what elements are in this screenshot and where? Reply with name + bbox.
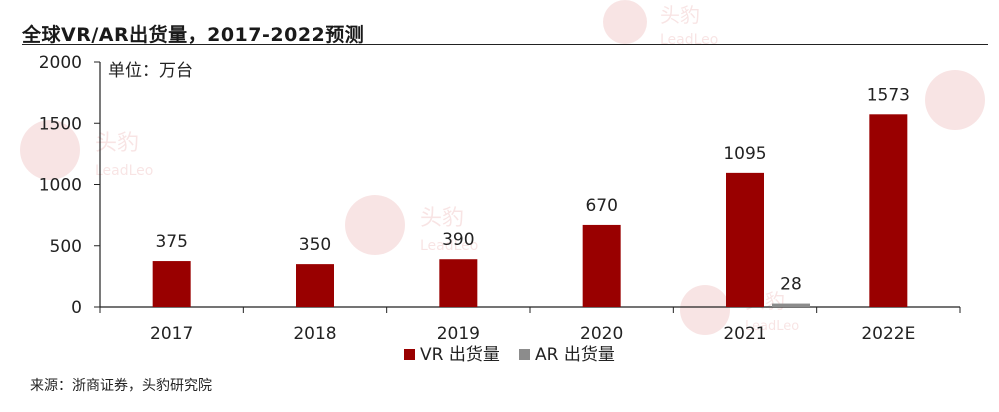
vr-value-label: 1573: [867, 85, 910, 105]
unit-label: 单位：万台: [108, 61, 193, 81]
vr-value-label: 1095: [723, 144, 766, 164]
legend-ar-label: AR 出货量: [535, 345, 615, 365]
ar-bar: [772, 303, 810, 307]
vr-value-label: 670: [585, 196, 617, 216]
vr-value-label: 350: [299, 235, 331, 255]
x-axis: 2017 2018 2019 2020 2021 2022E: [99, 306, 961, 344]
chart-title: 全球VR/AR出货量，2017-2022预测: [22, 24, 365, 46]
legend-ar-swatch: [519, 349, 530, 360]
x-tick-label: 2018: [293, 324, 336, 344]
x-tick-label: 2022E: [861, 324, 915, 344]
vr-value-label: 390: [442, 230, 474, 250]
vr-bar: [296, 264, 334, 307]
legend-vr-swatch: [404, 349, 415, 360]
x-tick-label: 2017: [150, 324, 193, 344]
legend-vr-label: VR 出货量: [420, 345, 500, 365]
y-tick-label: 0: [71, 298, 82, 318]
x-tick-label: 2019: [437, 324, 480, 344]
legend: VR 出货量 AR 出货量: [404, 345, 615, 365]
vr-value-label: 375: [155, 232, 187, 252]
y-tick-label: 1500: [39, 114, 82, 134]
title-underline: [22, 44, 988, 45]
vr-bar: [869, 114, 908, 308]
x-tick-label: 2021: [723, 324, 766, 344]
bars: [152, 114, 908, 308]
y-axis: 0 500 1000 1500 2000: [39, 53, 101, 318]
y-tick-label: 2000: [39, 53, 82, 73]
vr-bar: [439, 259, 478, 307]
data-labels: 375 350 390 670 1095 28 1573: [155, 85, 910, 294]
vr-bar: [152, 261, 191, 307]
source-note: 来源：浙商证券，头豹研究院: [30, 378, 212, 394]
y-tick-label: 500: [50, 237, 82, 257]
y-tick-label: 1000: [39, 176, 82, 196]
ar-value-label: 28: [780, 275, 802, 295]
x-tick-label: 2020: [580, 324, 623, 344]
vr-bar: [726, 172, 764, 307]
vr-bar: [582, 224, 621, 307]
